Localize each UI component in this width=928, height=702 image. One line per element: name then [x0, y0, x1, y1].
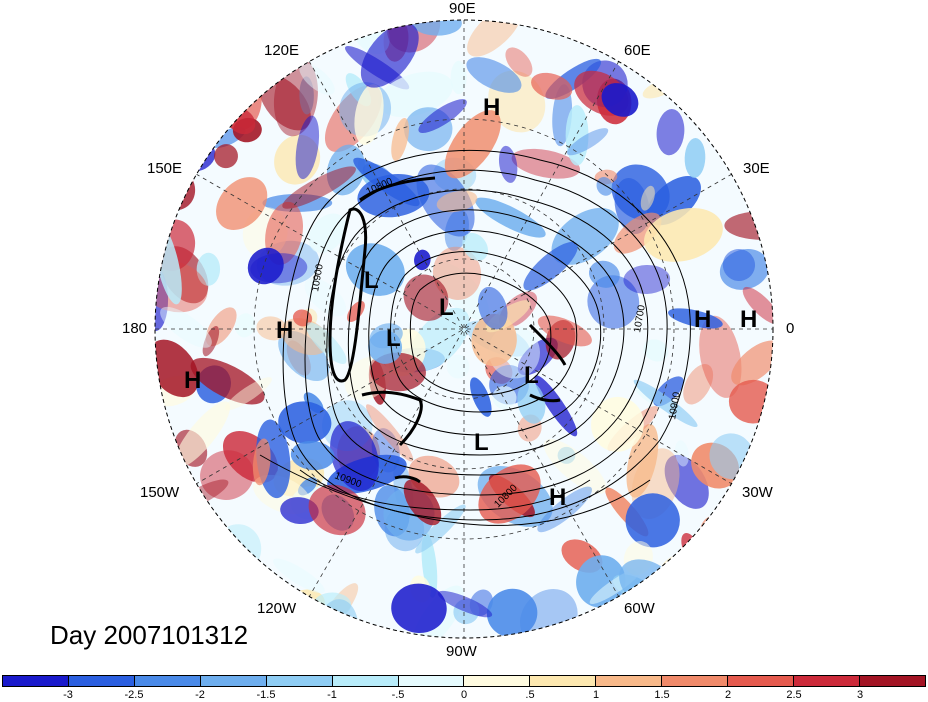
lon-label-150e: 150E — [147, 160, 183, 177]
lon-label-150w: 150W — [140, 484, 180, 501]
colorbar-swatch — [332, 676, 399, 686]
colorbar-tick-label: -1 — [327, 689, 337, 701]
low-center-marker: L — [474, 429, 489, 456]
height-contours — [259, 149, 691, 526]
map-boundary — [154, 19, 774, 639]
colorbar-tick-label: -2 — [195, 689, 205, 701]
colorbar-tick-label: -2.5 — [124, 689, 144, 701]
lon-label-90w: 90W — [446, 643, 477, 660]
graticule — [155, 20, 773, 638]
colorbar-swatch — [859, 676, 925, 686]
lon-label-180: 180 — [122, 320, 148, 337]
lon-label-120w: 120W — [257, 600, 297, 617]
colorbar-tick-label: -3 — [63, 689, 73, 701]
colorbar-swatch — [134, 676, 201, 686]
lon-label-120e: 120E — [264, 42, 300, 59]
colorbar-tick-label: .5 — [525, 689, 535, 701]
colorbar-swatch — [398, 676, 465, 686]
low-center-marker: L — [439, 294, 454, 321]
high-center-marker: H — [184, 367, 201, 394]
colorbar-swatch — [596, 676, 663, 686]
low-center-marker: L — [524, 362, 539, 389]
colorbar-swatch — [530, 676, 597, 686]
lon-label-30e: 30E — [743, 160, 770, 177]
high-center-marker: H — [740, 306, 757, 333]
lon-label-0: 0 — [786, 320, 795, 337]
contour-label: 10900 — [667, 391, 683, 421]
map-title: Day 2007101312 — [50, 620, 249, 650]
colorbar-tick-label: 1 — [592, 689, 600, 701]
colorbar-swatch — [662, 676, 729, 686]
high-center-marker: H — [694, 306, 711, 333]
colorbar-swatch — [200, 676, 267, 686]
colorbar — [2, 675, 926, 687]
polar-map: 10800 10900 10700 10900 10900 10800 H H … — [154, 19, 774, 639]
pressure-centers: H H H H H H L L L L L — [184, 94, 757, 511]
colorbar-swatch — [68, 676, 135, 686]
high-center-marker: H — [549, 484, 566, 511]
contour-label: 10900 — [310, 263, 326, 293]
lon-label-90e: 90E — [449, 0, 476, 17]
colorbar-swatch — [464, 676, 531, 686]
colorbar-tick-label: -1.5 — [256, 689, 276, 701]
colorbar-tick-label: 2.5 — [786, 689, 802, 701]
colorbar-tick-label: 3 — [856, 689, 864, 701]
high-center-marker: H — [276, 317, 293, 344]
colorbar-tick-label: -.5 — [391, 689, 405, 701]
low-center-marker: L — [364, 267, 379, 294]
colorbar-swatch — [794, 676, 860, 686]
lon-label-60e: 60E — [624, 42, 651, 59]
colorbar-swatch — [728, 676, 795, 686]
colorbar-swatch — [266, 676, 333, 686]
contour-label: 10700 — [632, 304, 648, 334]
lon-label-30w: 30W — [742, 484, 773, 501]
high-center-marker: H — [483, 94, 500, 121]
colorbar-tick-label: 0 — [460, 689, 468, 701]
colorbar-swatch — [3, 676, 69, 686]
colorbar-tick-label: 1.5 — [654, 689, 670, 701]
colorbar-tick-label: 2 — [724, 689, 732, 701]
low-center-marker: L — [386, 325, 401, 352]
lon-label-60w: 60W — [624, 600, 655, 617]
